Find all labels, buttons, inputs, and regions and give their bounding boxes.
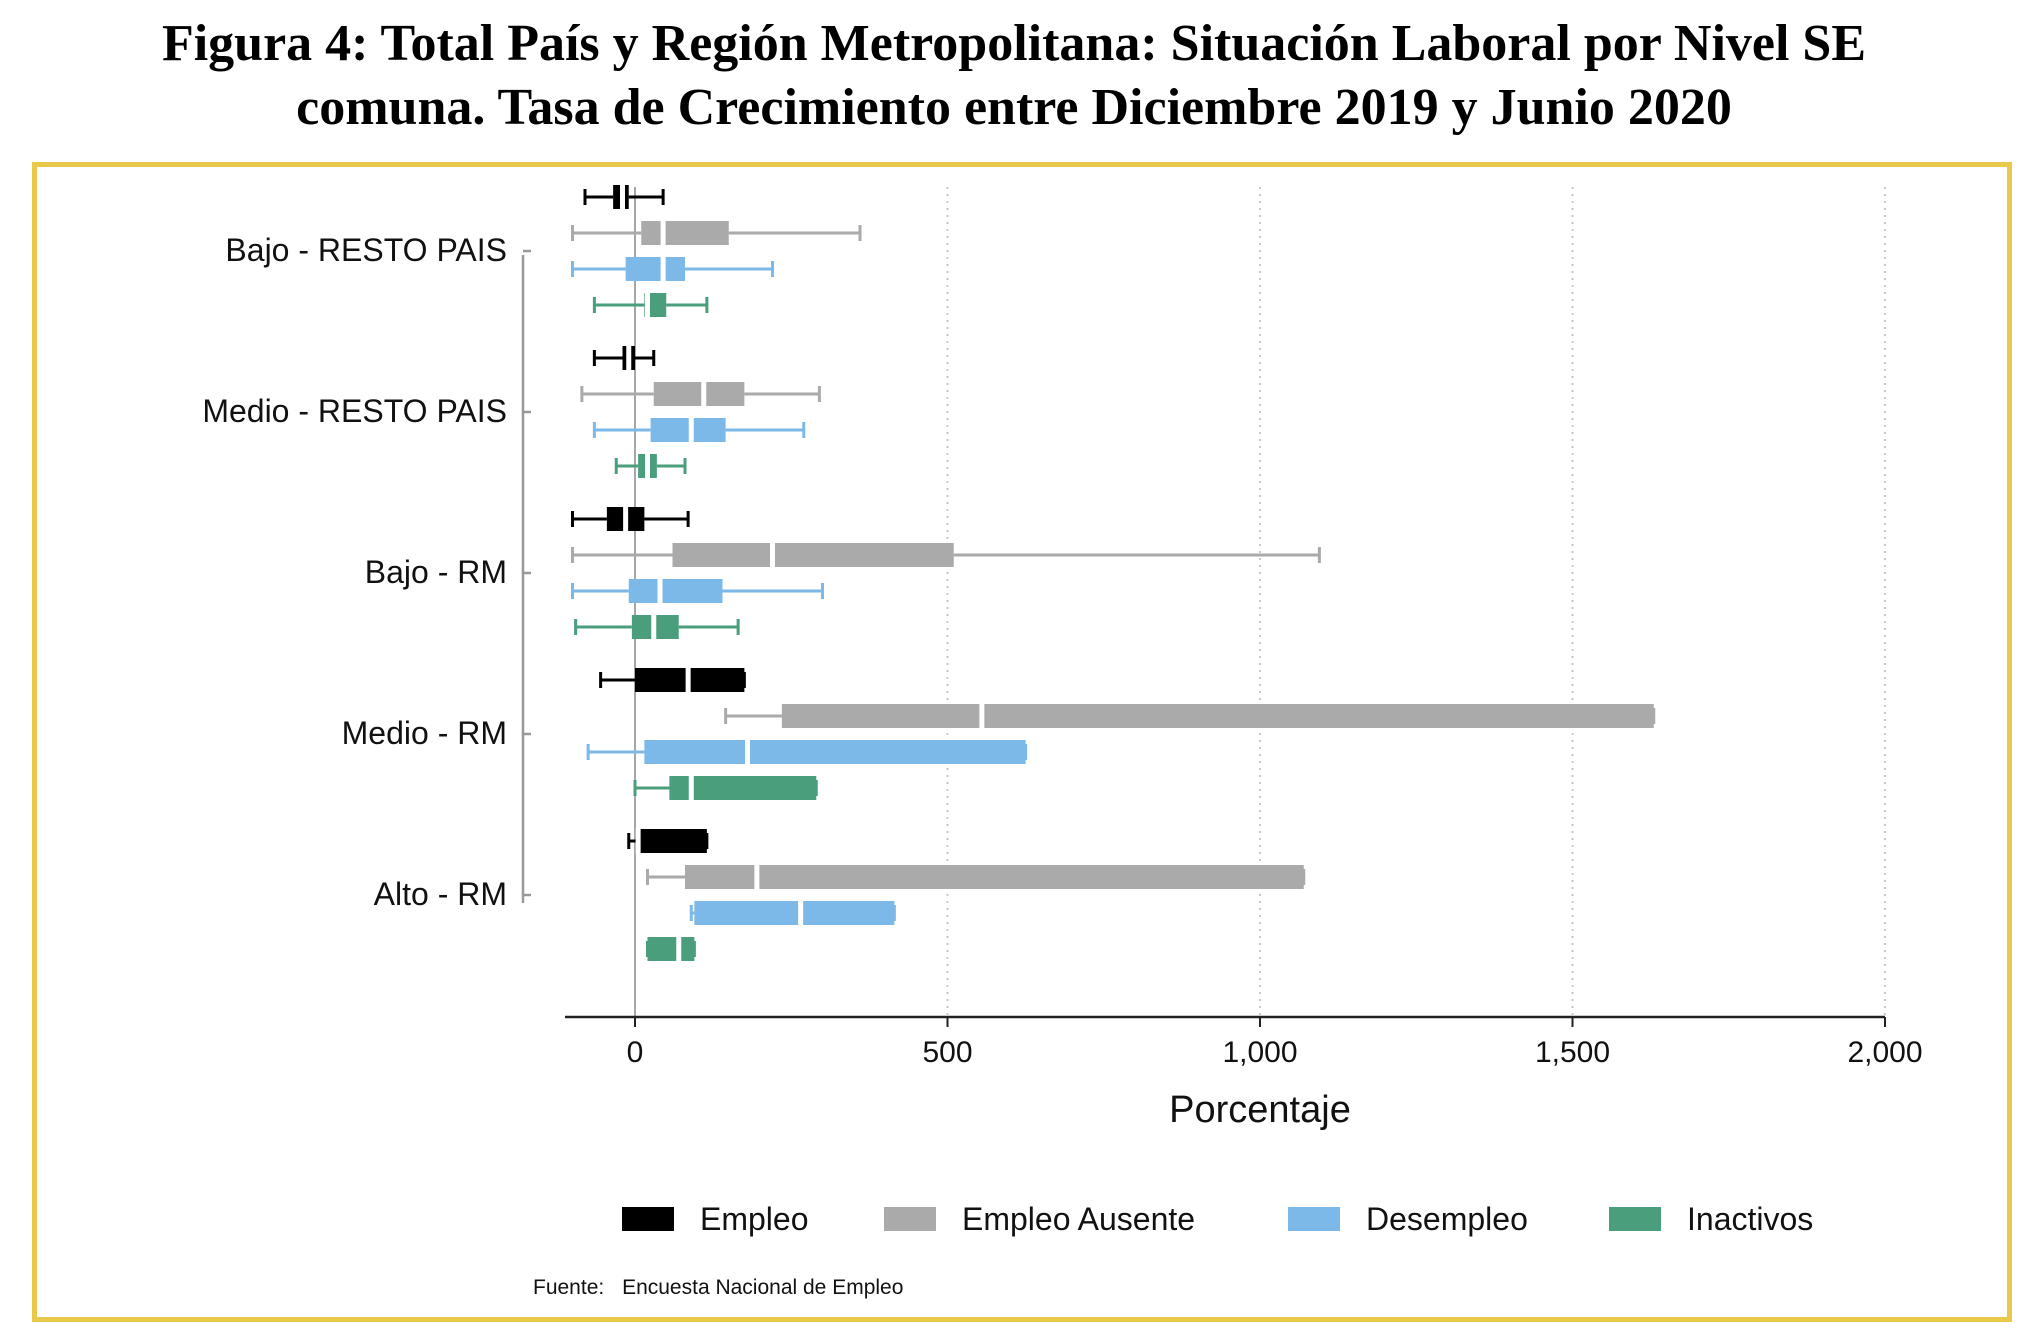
box-inactivos-2 [614,453,687,479]
x-tick-label: 2,000 [1847,1036,1922,1069]
box-body [628,579,723,603]
legend-label: Empleo Ausente [962,1201,1195,1237]
category-label: Medio - RESTO PAIS [202,393,507,429]
box-body [625,257,685,281]
median-line [660,220,666,246]
x-axis-title: Porcentaje [1169,1089,1351,1131]
box-empleo-ausente-4 [724,703,1656,729]
legend-swatch [884,1207,936,1231]
box-body [653,382,745,406]
median-line [635,828,641,854]
x-tick-label: 1,000 [1222,1036,1297,1069]
median-line [660,256,666,282]
median-line [754,864,760,890]
source-label: Fuente: [533,1276,604,1299]
legend-item-inactivos: Inactivos [1609,1201,1813,1237]
x-tick-label: 1,500 [1535,1036,1610,1069]
box-desempleo-1 [571,256,774,282]
box-body [694,901,895,925]
box-body [650,418,726,442]
box-empleo-3 [571,506,690,532]
median-line [685,667,691,693]
legend-label: Empleo [700,1201,809,1237]
median-line [688,417,694,443]
median-line [626,345,632,371]
median-line [798,900,804,926]
box-empleo-ausente-2 [580,381,821,407]
chart-frame: Bajo - RESTO PAIS Medio - RESTO PAIS Bajo … [32,162,2012,1322]
box-body [641,221,729,245]
legend-swatch [622,1207,674,1231]
box-inactivos-5 [646,936,696,962]
box-marks [571,184,1656,962]
median-line [651,614,657,640]
box-body [685,865,1304,889]
box-empleo-4 [599,667,746,693]
category-axis: Bajo - RESTO PAIS Medio - RESTO PAIS Bajo … [202,232,531,912]
box-body [672,543,954,567]
category-label: Bajo - RESTO PAIS [225,232,507,268]
box-inactivos-3 [574,614,740,640]
x-tick-label: 500 [922,1036,972,1069]
boxplot-chart: Bajo - RESTO PAIS Medio - RESTO PAIS Bajo … [202,184,1923,1299]
legend-swatch [1288,1207,1340,1231]
category-label: Alto - RM [374,876,507,912]
median-line [745,739,750,765]
box-inactivos-4 [633,775,818,801]
median-line [623,506,629,532]
x-tick-label: 0 [627,1036,644,1069]
median-line [770,542,775,568]
box-desempleo-5 [689,900,896,926]
box-desempleo-2 [592,417,806,443]
median-line [676,936,682,962]
median-line [979,703,985,729]
box-empleo-1 [583,184,665,210]
legend-item-desempleo: Desempleo [1288,1201,1528,1237]
legend-item-empleo-ausente: Empleo Ausente [884,1201,1195,1237]
median-line [645,453,650,479]
grid-lines [634,187,1886,1017]
category-label: Medio - RM [342,715,507,751]
title-line-1: Figura 4: Total País y Región Metropolit… [161,15,1867,72]
legend-item-empleo: Empleo [622,1201,809,1237]
box-desempleo-4 [586,739,1028,765]
median-line [620,184,625,210]
figure-title: Figura 4: Total País y Región Metropolit… [0,12,2028,140]
box-body [647,937,695,961]
median-line [701,381,707,407]
box-empleo-5 [627,828,709,854]
median-line [657,578,663,604]
median-line [688,775,694,801]
box-inactivos-1 [592,292,709,318]
box-body [781,704,1654,728]
box-empleo-ausente-5 [646,864,1306,890]
box-body [644,740,1026,764]
x-axis: 0 500 1,000 1,500 2,000 [565,1015,1923,1069]
legend-swatch [1609,1207,1661,1231]
legend-label: Inactivos [1687,1201,1813,1237]
source-note: Fuente: Encuesta Nacional de Empleo [533,1276,903,1299]
legend-label: Desempleo [1366,1201,1528,1237]
box-empleo-ausente-3 [571,542,1321,568]
box-body [638,829,707,853]
box-desempleo-3 [571,578,824,604]
legend: Empleo Empleo Ausente Desempleo Inactivos [622,1201,1813,1237]
median-line [645,292,650,318]
category-label: Bajo - RM [365,554,507,590]
box-empleo-2 [592,345,656,371]
box-body [669,776,817,800]
box-empleo-ausente-1 [571,220,862,246]
title-line-2: comuna. Tasa de Crecimiento entre Diciem… [296,79,1732,136]
source-text: Encuesta Nacional de Empleo [622,1276,903,1299]
